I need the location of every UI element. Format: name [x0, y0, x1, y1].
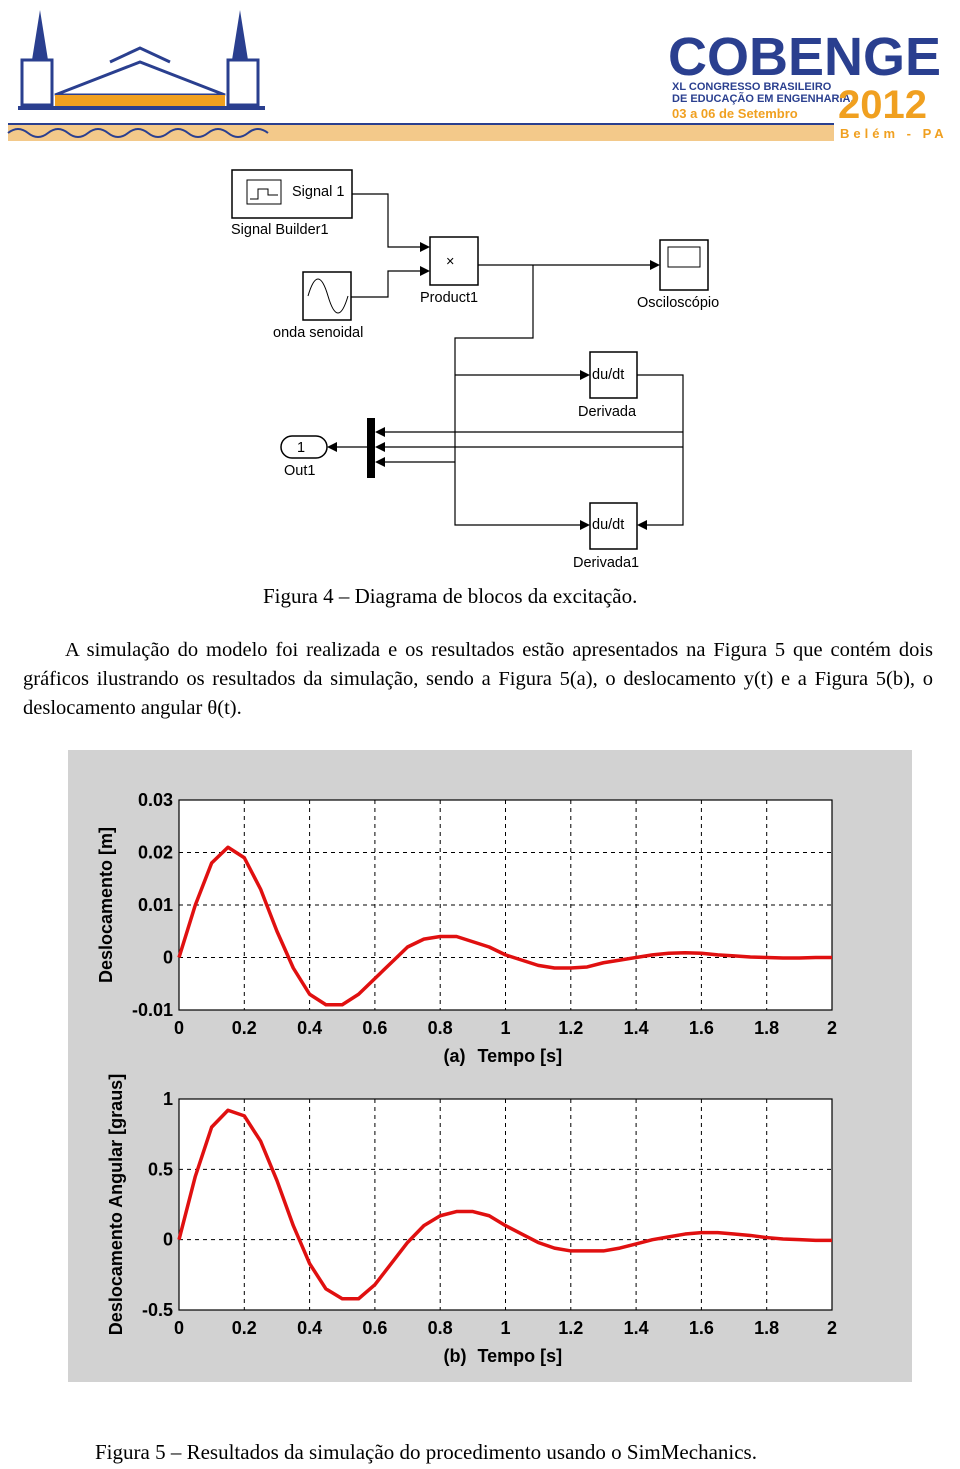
block-label: onda senoidal	[273, 325, 363, 341]
block-label: Signal Builder1	[231, 222, 329, 238]
block-symbol: du/dt	[592, 367, 624, 383]
x-tick-label: 1.4	[624, 1318, 649, 1338]
x-tick-label: 1	[500, 1018, 510, 1038]
panel-label: (a)	[444, 1046, 466, 1066]
block-label: Osciloscópio	[637, 295, 719, 311]
x-tick-label: 1.2	[558, 1018, 583, 1038]
x-tick-label: 2	[827, 1018, 837, 1038]
block-symbol: ×	[446, 254, 454, 270]
header-right-logo: COBENGE XL CONGRESSO BRASILEIRO DE EDUCA…	[668, 27, 948, 141]
x-axis-label: Tempo [s]	[478, 1346, 563, 1366]
x-tick-label: 0.8	[428, 1318, 453, 1338]
x-tick-label: 0.8	[428, 1018, 453, 1038]
header-left-logo	[7, 10, 834, 141]
y-axis-label: Deslocamento [m]	[96, 827, 116, 983]
x-tick-label: 1.6	[689, 1318, 714, 1338]
y-tick-label: 0.03	[138, 790, 173, 810]
logo-subtitle: DE EDUCAÇÃO EM ENGENHARIA.	[672, 92, 854, 105]
block-symbol: 1	[297, 440, 305, 456]
x-tick-label: 2	[827, 1318, 837, 1338]
x-axis-label: Tempo [s]	[478, 1046, 563, 1066]
x-tick-label: 0.6	[362, 1318, 387, 1338]
logo-title: COBENGE	[668, 27, 941, 87]
x-tick-label: 1.8	[754, 1018, 779, 1038]
x-tick-label: 0.2	[232, 1018, 257, 1038]
y-tick-label: -0.01	[132, 1000, 173, 1020]
logo-city: Belém - PA	[840, 126, 948, 141]
x-tick-label: 0.4	[297, 1318, 322, 1338]
block-icon-text: Signal 1	[292, 184, 344, 200]
charts: 0 0.2 0.4 0.6 0.8 1 1.2 1.4 1.6 1.8 2-0.0100.010.0…	[96, 790, 837, 1366]
x-tick-label: 0.6	[362, 1018, 387, 1038]
x-tick-label: 0	[174, 1018, 184, 1038]
y-tick-label: 1	[163, 1089, 173, 1109]
x-tick-label: 1.6	[689, 1018, 714, 1038]
x-tick-label: 0.4	[297, 1018, 322, 1038]
plot-frame	[178, 1098, 833, 1311]
y-tick-label: 0	[163, 1230, 173, 1250]
data-line	[177, 1108, 832, 1301]
x-tick-label: 0.2	[232, 1318, 257, 1338]
logo-year: 2012	[838, 83, 927, 127]
block-label: Derivada	[578, 404, 637, 420]
y-tick-label: 0.5	[148, 1159, 173, 1179]
block-symbol: du/dt	[592, 517, 624, 533]
x-tick-label: 1.2	[558, 1318, 583, 1338]
block-label: Derivada1	[573, 555, 639, 571]
y-tick-label: 0	[163, 948, 173, 968]
data-line	[177, 845, 832, 1007]
x-tick-label: 1	[500, 1318, 510, 1338]
x-tick-label: 1.8	[754, 1318, 779, 1338]
panel-label: (b)	[444, 1346, 467, 1366]
y-tick-label: 0.02	[138, 843, 173, 863]
block-diagram: Signal 1 Signal Builder1 × Product1 Osci…	[231, 169, 719, 571]
y-axis-label: Deslocamento Angular [graus]	[106, 1074, 126, 1335]
figure-caption: Figura 5 – Resultados da simulação do pr…	[95, 1440, 757, 1464]
x-tick-label: 0	[174, 1318, 184, 1338]
block-label: Product1	[420, 290, 478, 306]
x-tick-label: 1.4	[624, 1018, 649, 1038]
logo-subtitle: XL CONGRESSO BRASILEIRO	[672, 81, 832, 93]
block-label: Out1	[284, 463, 315, 479]
y-tick-label: 0.01	[138, 895, 173, 915]
paragraph: A simulação do modelo foi realizada e os…	[23, 639, 933, 719]
logo-dates: 03 a 06 de Setembro	[672, 106, 798, 121]
figure-caption: Figura 4 – Diagrama de blocos da excitaç…	[263, 584, 638, 608]
plot-frame	[178, 799, 833, 1011]
y-tick-label: -0.5	[142, 1300, 173, 1320]
